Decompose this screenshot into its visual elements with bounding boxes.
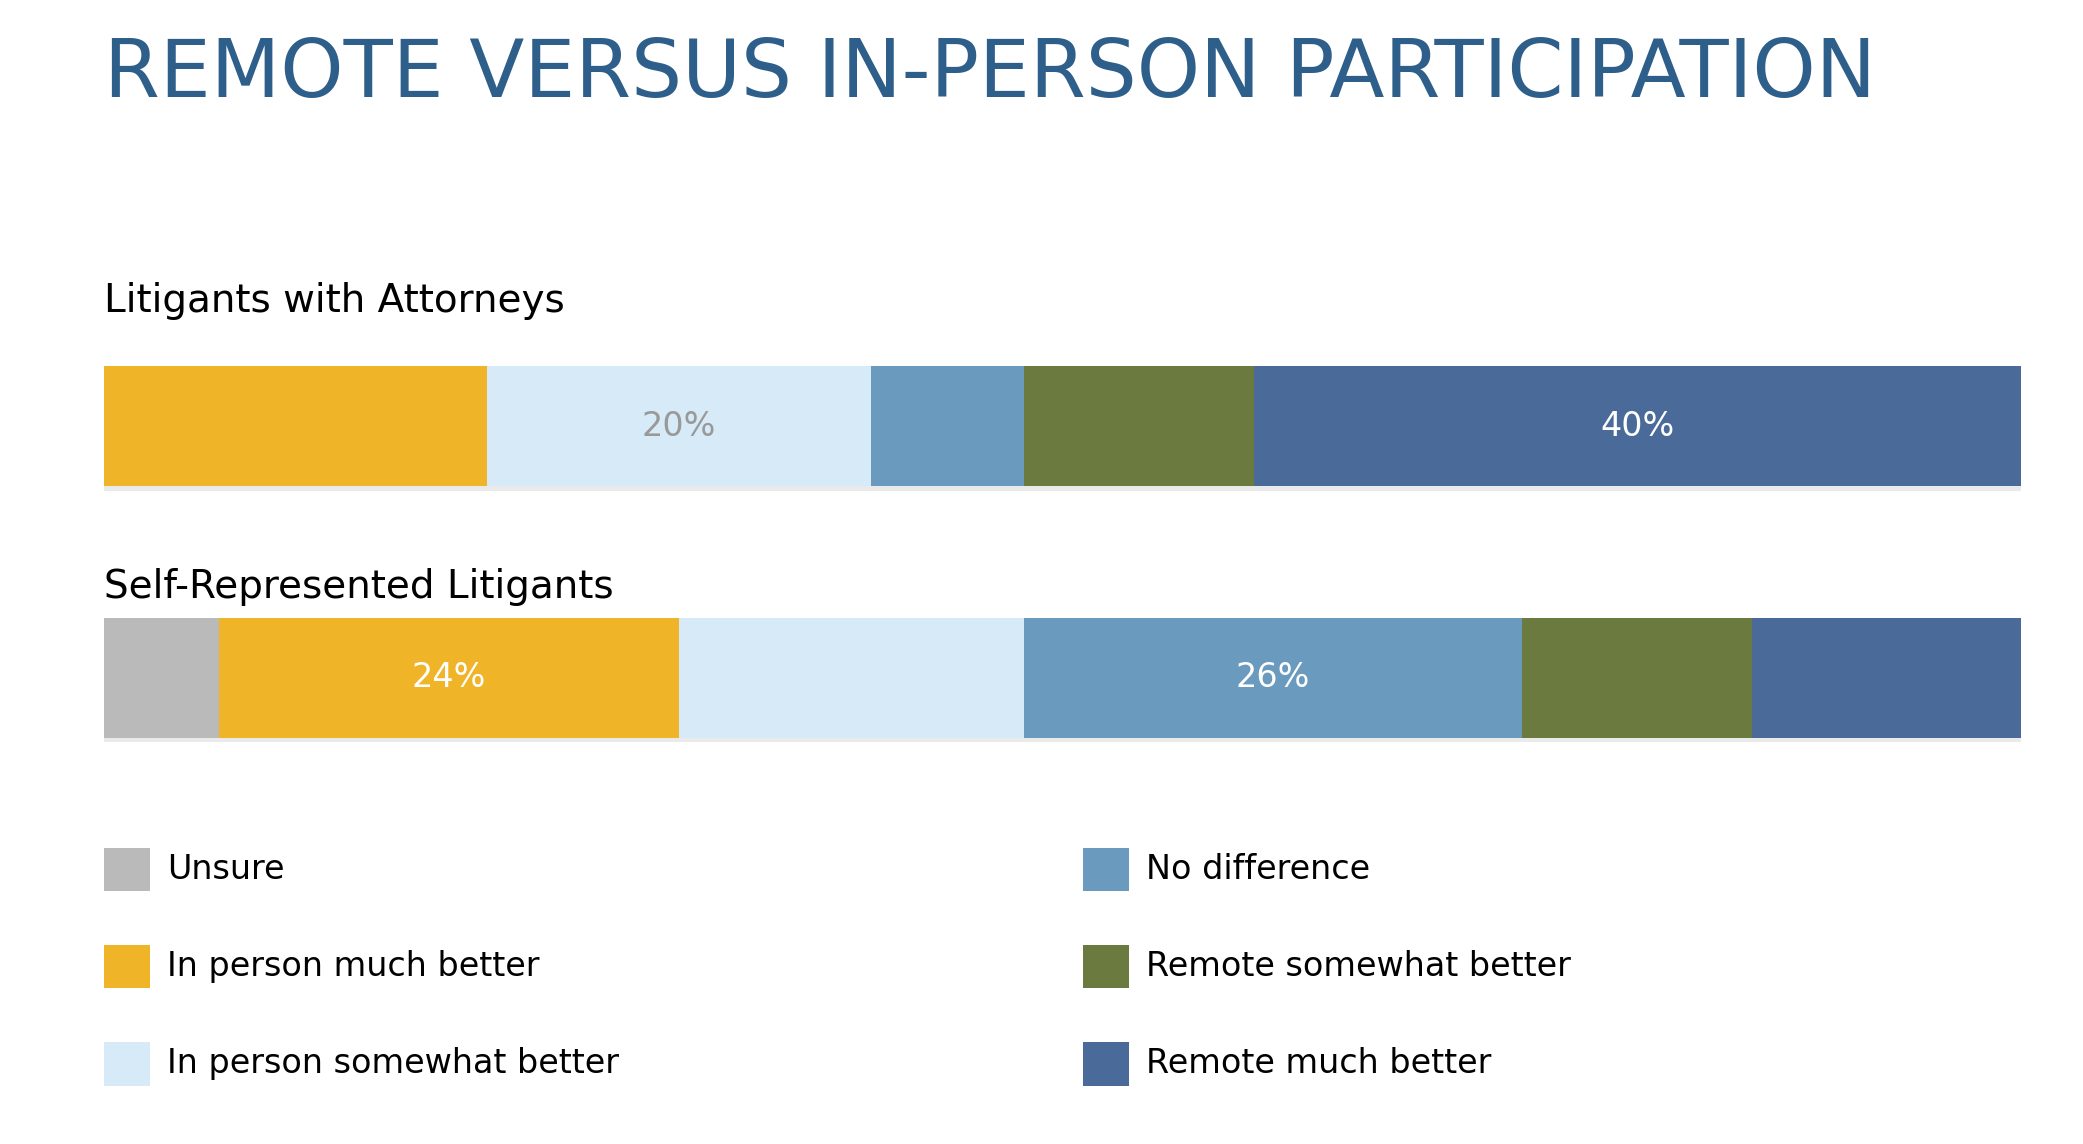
Text: REMOTE VERSUS IN-PERSON PARTICIPATION: REMOTE VERSUS IN-PERSON PARTICIPATION <box>104 37 1877 114</box>
FancyBboxPatch shape <box>104 848 150 891</box>
FancyBboxPatch shape <box>1025 366 1254 486</box>
FancyBboxPatch shape <box>1083 848 1129 891</box>
Text: 26%: 26% <box>1235 661 1310 694</box>
Text: Remote somewhat better: Remote somewhat better <box>1146 951 1571 983</box>
FancyBboxPatch shape <box>104 622 2021 742</box>
FancyBboxPatch shape <box>104 371 2021 491</box>
Text: Self-Represented Litigants: Self-Represented Litigants <box>104 569 614 606</box>
Text: 40%: 40% <box>1600 410 1675 443</box>
Text: In person somewhat better: In person somewhat better <box>167 1048 619 1080</box>
Text: 20%: 20% <box>642 410 717 443</box>
FancyBboxPatch shape <box>219 618 679 738</box>
FancyBboxPatch shape <box>1025 618 1523 738</box>
FancyBboxPatch shape <box>1254 366 2021 486</box>
FancyBboxPatch shape <box>1083 1042 1129 1086</box>
Text: In person much better: In person much better <box>167 951 539 983</box>
FancyBboxPatch shape <box>1083 945 1129 988</box>
FancyBboxPatch shape <box>1523 618 1752 738</box>
FancyBboxPatch shape <box>104 945 150 988</box>
FancyBboxPatch shape <box>104 366 487 486</box>
Text: 24%: 24% <box>412 661 485 694</box>
FancyBboxPatch shape <box>487 366 871 486</box>
FancyBboxPatch shape <box>1752 618 2021 738</box>
FancyBboxPatch shape <box>104 1042 150 1086</box>
Text: Litigants with Attorneys: Litigants with Attorneys <box>104 283 564 320</box>
Text: Remote much better: Remote much better <box>1146 1048 1491 1080</box>
FancyBboxPatch shape <box>871 366 1025 486</box>
Text: No difference: No difference <box>1146 853 1371 885</box>
FancyBboxPatch shape <box>104 618 219 738</box>
Text: Unsure: Unsure <box>167 853 283 885</box>
FancyBboxPatch shape <box>679 618 1025 738</box>
